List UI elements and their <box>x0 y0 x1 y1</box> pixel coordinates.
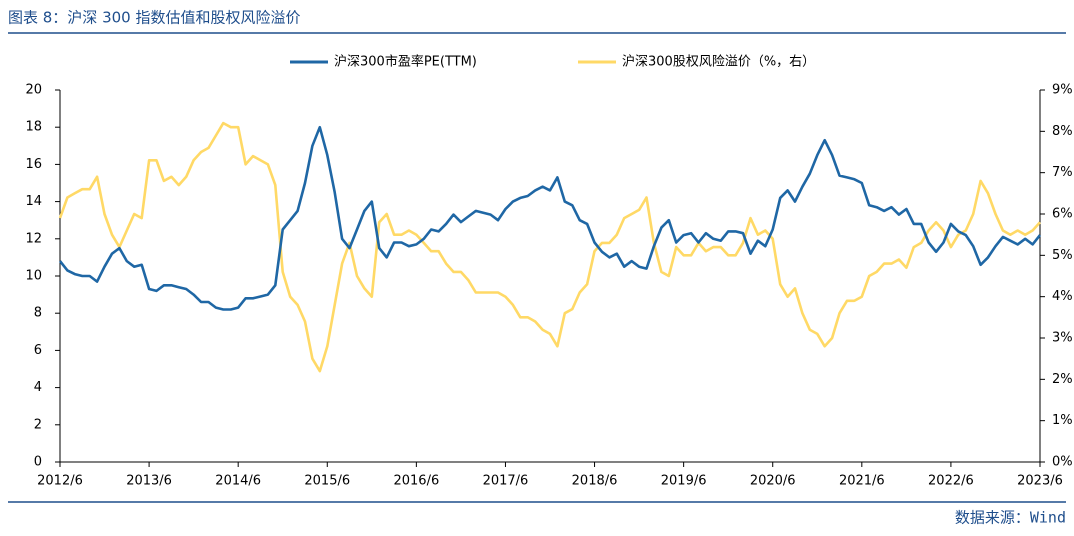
y2-tick-label: 7% <box>1052 165 1073 180</box>
x-tick-label: 2012/6 <box>37 474 83 489</box>
x-tick-label: 2019/6 <box>661 474 707 489</box>
y-tick-label: 8 <box>34 306 42 321</box>
x-tick-label: 2021/6 <box>839 474 885 489</box>
y-tick-label: 14 <box>25 194 42 209</box>
y2-tick-label: 3% <box>1052 331 1073 346</box>
x-tick-label: 2017/6 <box>483 474 529 489</box>
series-line <box>58 125 1042 311</box>
x-tick-label: 2015/6 <box>304 474 350 489</box>
x-tick-label: 2016/6 <box>393 474 439 489</box>
y-tick-label: 4 <box>34 380 42 395</box>
y-tick-label: 20 <box>25 83 42 98</box>
header-title: 图表 8：沪深 300 指数估值和股权风险溢价 <box>8 9 300 27</box>
y-tick-label: 18 <box>25 120 42 135</box>
y2-tick-label: 5% <box>1052 248 1073 263</box>
x-tick-label: 2022/6 <box>928 474 974 489</box>
y-tick-label: 12 <box>25 231 42 246</box>
y2-tick-label: 4% <box>1052 289 1073 304</box>
y2-tick-label: 1% <box>1052 413 1073 428</box>
series-line <box>58 121 1041 373</box>
y-tick-label: 0 <box>34 455 42 470</box>
legend-label: 沪深300市盈率PE(TTM) <box>334 54 477 70</box>
x-tick-label: 2013/6 <box>126 474 172 489</box>
y2-tick-label: 6% <box>1052 207 1073 222</box>
y-tick-label: 10 <box>25 269 42 284</box>
y-tick-label: 16 <box>25 157 42 172</box>
x-tick-label: 2023/6 <box>1017 474 1063 489</box>
x-tick-label: 2020/6 <box>750 474 796 489</box>
legend-label: 沪深300股权风险溢价（%，右） <box>622 54 815 70</box>
y2-tick-label: 9% <box>1052 83 1073 98</box>
footer-source: 数据来源：Wind <box>955 509 1066 527</box>
y2-tick-label: 2% <box>1052 372 1073 387</box>
x-tick-label: 2014/6 <box>215 474 261 489</box>
x-tick-label: 2018/6 <box>572 474 618 489</box>
y2-tick-label: 8% <box>1052 124 1073 139</box>
y2-tick-label: 0% <box>1052 455 1073 470</box>
y-tick-label: 2 <box>34 417 42 432</box>
y-tick-label: 6 <box>34 343 42 358</box>
